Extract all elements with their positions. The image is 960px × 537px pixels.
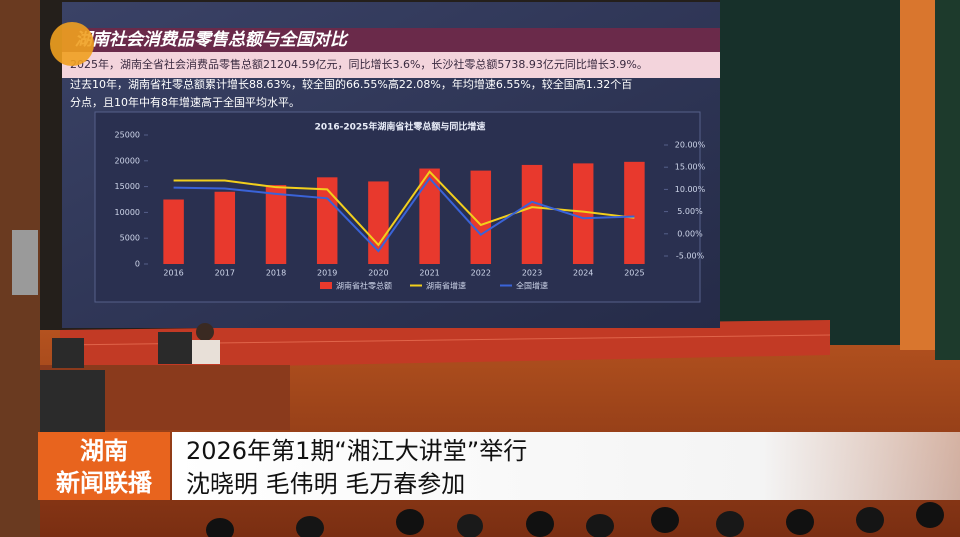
audience	[206, 502, 944, 537]
bar	[572, 163, 594, 264]
y2-tick-label: 15.00%	[675, 163, 706, 172]
x-tick-label: 2023	[522, 269, 542, 278]
logo-top: 湖南	[80, 437, 128, 465]
x-tick-label: 2018	[266, 269, 286, 278]
news-logo	[38, 432, 170, 500]
podium	[40, 370, 105, 435]
bar	[419, 168, 440, 264]
y2-tick-label: -5.00%	[676, 252, 705, 261]
person	[196, 323, 214, 341]
y-tick-label: 15000	[115, 182, 140, 191]
bar	[624, 161, 645, 264]
caption-bar	[172, 432, 960, 500]
bar	[521, 164, 543, 264]
slide-text: 过去10年，湖南省社零总额累计增长88.63%，较全国的66.55%高22.08…	[70, 77, 632, 91]
y2-tick-label: 0.00%	[677, 229, 703, 238]
x-tick-label: 2019	[317, 269, 337, 278]
x-tick-label: 2022	[471, 269, 491, 278]
curtain-orange	[900, 0, 935, 350]
legend-swatch	[320, 282, 332, 289]
chair	[52, 338, 84, 368]
bar	[316, 177, 338, 264]
bar	[470, 170, 492, 264]
slide-text: 分点，且10年中有8年增速高于全国平均水平。	[70, 95, 300, 109]
y2-tick-label: 20.00%	[675, 141, 706, 150]
line	[173, 176, 635, 253]
y-tick-label: 10000	[115, 208, 140, 217]
speaker	[12, 230, 38, 295]
y-tick-label: 0	[135, 260, 140, 269]
x-tick-label: 2025	[624, 269, 644, 278]
x-tick-label: 2024	[573, 269, 593, 278]
x-tick-label: 2016	[163, 269, 183, 278]
y2-tick-label: 10.00%	[675, 185, 706, 194]
curtain	[720, 0, 900, 345]
logo-bottom: 新闻联播	[56, 469, 153, 497]
slide-title: 湖南社会消费品零售总额与全国对比	[75, 30, 349, 50]
x-tick-label: 2017	[215, 269, 235, 278]
legend-label: 全国增速	[516, 281, 548, 291]
caption-line: 沈晓明 毛伟明 毛万春参加	[186, 470, 465, 498]
slide-text-band	[62, 52, 720, 78]
y-tick-label: 20000	[115, 156, 140, 165]
y-tick-label: 25000	[115, 131, 140, 140]
y2-tick-label: 5.00%	[677, 207, 703, 216]
slide-chart: 0 5000 10000 15000 20000 25000 -5.00% 0.00% 5.00…	[115, 131, 706, 291]
chair	[158, 332, 192, 364]
bar	[265, 185, 287, 264]
chart-title: 2016-2025年湖南省社零总额与同比增速	[315, 121, 486, 133]
curtain	[935, 0, 960, 360]
bar	[163, 199, 184, 264]
channel-logo	[50, 22, 94, 66]
legend-label: 湖南省社零总额	[336, 281, 392, 291]
chart-panel	[94, 111, 701, 303]
x-tick-label: 2020	[368, 269, 388, 278]
slide-text: 2025年，湖南全省社会消费品零售总额21204.59亿元，同比增长3.6%，长…	[70, 57, 648, 71]
y-tick-label: 5000	[120, 234, 140, 243]
slide-title-band	[62, 28, 720, 52]
x-tick-label: 2021	[419, 269, 439, 278]
bar	[214, 191, 236, 264]
person	[192, 340, 220, 364]
stage-steps	[60, 320, 830, 370]
caption-line: 2026年第1期“湘江大讲堂”举行	[186, 437, 527, 465]
legend-label: 湖南省增速	[426, 281, 466, 291]
